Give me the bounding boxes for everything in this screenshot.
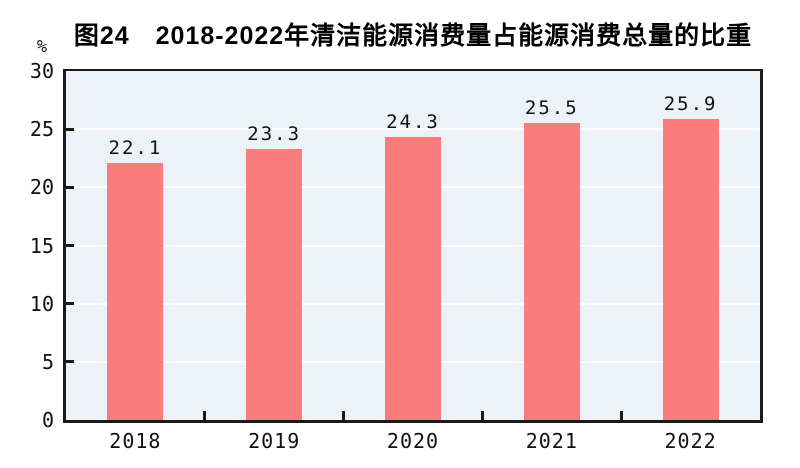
chart-title: 图24 2018-2022年清洁能源消费量占能源消费总量的比重 [73, 22, 753, 50]
y-tick-mark-15 [66, 244, 74, 247]
y-tick-label-0: 0 [41, 408, 54, 432]
x-tick-label-2018: 2018 [109, 429, 162, 453]
y-tick-label-10: 10 [29, 291, 54, 316]
y-tick-label-25: 25 [29, 117, 54, 142]
y-tick-mark-25 [66, 127, 74, 131]
plot-area: 22.1 23.3 24.3 25.5 25.9 [63, 69, 763, 423]
bar-value-label-2018: 22.1 [108, 136, 163, 159]
bar-2020 [385, 137, 441, 420]
x-tick-mark-4 [619, 411, 623, 420]
y-tick-label-5: 5 [41, 349, 54, 374]
bar-value-label-2019: 23.3 [247, 122, 302, 145]
bar-value-label-2021: 25.5 [524, 97, 579, 120]
bar-2019 [246, 148, 303, 420]
x-tick-label-2021: 2021 [525, 429, 578, 453]
x-tick-mark-2 [342, 411, 346, 420]
y-tick-label-30: 30 [29, 59, 54, 83]
y-tick-label-20: 20 [29, 175, 54, 200]
bar-2018 [107, 162, 164, 420]
y-tick-mark-5 [66, 360, 74, 364]
x-tick-label-2022: 2022 [664, 429, 717, 453]
y-tick-mark-10 [66, 302, 74, 306]
bar-2022 [662, 118, 719, 420]
bar-2021 [523, 123, 580, 420]
y-tick-mark-20 [66, 185, 74, 189]
x-tick-mark-1 [203, 411, 207, 420]
y-tick-label-15: 15 [29, 233, 54, 258]
bar-value-label-2022: 25.9 [663, 92, 718, 115]
bar-value-label-2020: 24.3 [386, 111, 440, 134]
x-tick-label-2020: 2020 [386, 429, 440, 453]
x-tick-mark-3 [480, 411, 484, 420]
y-axis-unit-label: % [36, 37, 48, 57]
x-tick-label-2019: 2019 [248, 429, 301, 453]
gridline-25 [66, 128, 760, 131]
